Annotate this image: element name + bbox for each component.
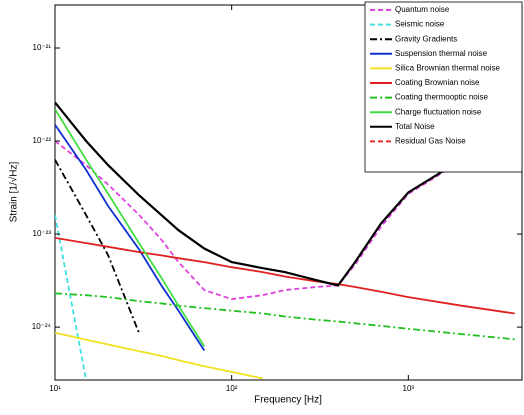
series-line [55, 101, 516, 287]
legend-label: Silica Brownian thermal noise [395, 64, 500, 73]
ticks: 10¹ 10² 10³ 10⁻²⁴ 10⁻²³ 10⁻²² 10⁻²¹ [32, 5, 522, 393]
x-tick-label: 10³ [403, 384, 415, 393]
x-tick-label: 10¹ [49, 384, 61, 393]
legend-label: Charge fluctuation noise [395, 107, 482, 116]
legend-label: Total Noise [395, 122, 435, 131]
series-line [55, 214, 87, 380]
y-tick-label: 10⁻²¹ [33, 43, 52, 52]
series-line [55, 159, 141, 335]
plot-lines [55, 101, 516, 380]
series-line [55, 237, 515, 315]
series-line [55, 292, 515, 341]
legend-label: Suspension thermal noise [395, 49, 488, 58]
legend-label: Residual Gas Noise [395, 137, 466, 146]
legend-label: Coating Brownian noise [395, 78, 480, 87]
legend-box [364, 1, 523, 173]
legend-label: Coating thermooptic noise [395, 93, 488, 102]
y-tick-label: 10⁻²³ [33, 229, 52, 238]
legend-label: Seismic noise [395, 20, 445, 29]
y-tick-label: 10⁻²² [33, 136, 52, 145]
legend-items: Quantum noise Seismic noise Gravity Gradie… [370, 5, 500, 146]
series-line [55, 124, 206, 351]
legend-label: Quantum noise [395, 5, 450, 14]
legend-label: Gravity Gradients [395, 34, 457, 43]
legend: Quantum noise Seismic noise Gravity Gradie… [364, 1, 523, 173]
y-tick-label: 10⁻²⁴ [32, 322, 52, 331]
x-axis-label: Frequency [Hz] [254, 395, 322, 406]
series-line [55, 331, 263, 380]
series-line [55, 108, 206, 347]
y-axis-label: Strain [1/√Hz] [8, 162, 20, 223]
series-line [55, 140, 516, 301]
x-tick-label: 10² [226, 384, 238, 393]
